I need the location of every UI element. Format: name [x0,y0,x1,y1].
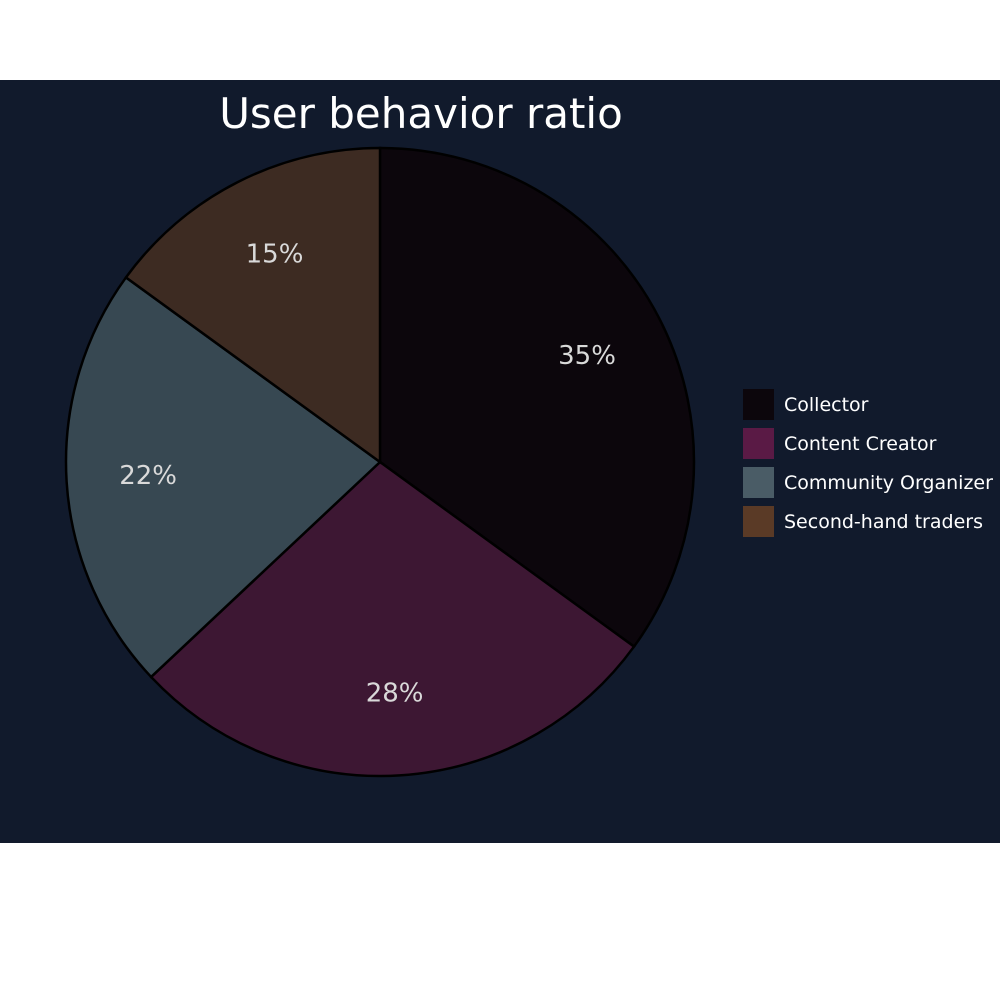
legend-label: Collector [784,393,869,416]
legend-swatch [743,467,774,498]
legend-swatch [743,389,774,420]
pie-slice-collector [378,146,696,649]
legend-item: Second-hand traders [743,502,993,541]
pie-slices [64,146,696,778]
legend-label: Content Creator [784,432,937,455]
pie-slice-content-creator [149,460,636,778]
legend-item: Collector [743,385,993,424]
legend: Collector Content Creator Community Organi… [743,385,993,541]
slice-label: 22% [119,461,177,491]
legend-item: Community Organizer [743,463,993,502]
legend-swatch [743,428,774,459]
chart-title: User behavior ratio [219,89,623,138]
pie-slice-second-hand-traders [124,146,382,465]
legend-item: Content Creator [743,424,993,463]
pie-slice-labels: 35% 28% 22% 15% [119,239,616,708]
pie-slice-community-organizer [64,275,382,679]
slice-label: 28% [366,678,424,708]
legend-label: Community Organizer [784,471,993,494]
slice-label: 35% [558,341,616,371]
slice-label: 15% [246,239,304,269]
legend-label: Second-hand traders [784,510,983,533]
legend-swatch [743,506,774,537]
